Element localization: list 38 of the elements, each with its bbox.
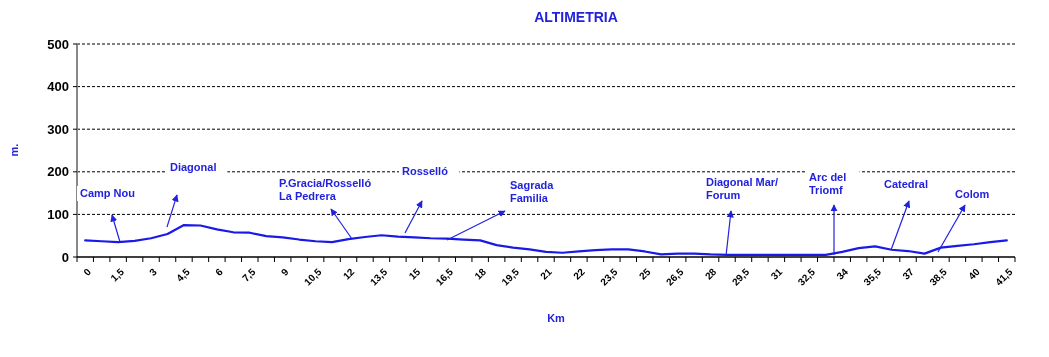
- x-tick-label: 7,5: [240, 265, 258, 284]
- x-tick-label: 37: [900, 265, 917, 282]
- x-tick-label: 22: [571, 265, 588, 282]
- x-tick-label: 12: [340, 265, 357, 282]
- annotation: Rosselló: [402, 165, 449, 177]
- y-tick-label: 200: [47, 164, 69, 180]
- y-tick-label: 0: [61, 249, 69, 265]
- x-tick-label: 0: [81, 265, 94, 278]
- y-axis-title: m.: [8, 143, 20, 157]
- x-axis-title: Km: [547, 312, 566, 324]
- annotation: Arc del Triomf: [809, 171, 847, 196]
- x-tick-label: 34: [834, 265, 851, 282]
- x-tick-label: 31: [768, 265, 785, 282]
- x-tick-label: 15: [406, 265, 423, 282]
- x-tick-label: 41,5: [993, 265, 1015, 288]
- x-tick-label: 21: [538, 265, 555, 282]
- annotation: P.Gracia/Rosselló La Pedrera: [279, 177, 372, 202]
- x-tick-label: 25: [636, 265, 653, 282]
- annotation: Camp Nou: [80, 187, 135, 199]
- x-tick-label: 9: [278, 265, 291, 278]
- x-tick-label: 6: [213, 265, 226, 278]
- x-tick-label: 4,5: [174, 265, 193, 284]
- x-tick-label: 18: [472, 265, 489, 282]
- x-tick-label: 1,5: [108, 265, 127, 284]
- annotation: Diagonal: [170, 161, 217, 173]
- line-series: [84, 223, 1008, 256]
- y-tick-label: 300: [47, 121, 69, 137]
- annotation: Catedral: [884, 178, 929, 190]
- chart-title: ALTIMETRIA: [534, 9, 618, 25]
- x-tick-label: 28: [702, 265, 719, 282]
- x-tick-label: 40: [966, 265, 983, 282]
- annotation: Diagonal Mar/ Forum: [706, 176, 779, 201]
- y-tick-label: 100: [47, 206, 69, 222]
- y-tick-label: 500: [47, 36, 69, 52]
- annotation: Colom: [955, 188, 990, 200]
- y-tick-label: 400: [47, 79, 69, 95]
- x-tick-label: 3: [147, 265, 160, 278]
- annotation: Sagrada Familia: [510, 179, 555, 204]
